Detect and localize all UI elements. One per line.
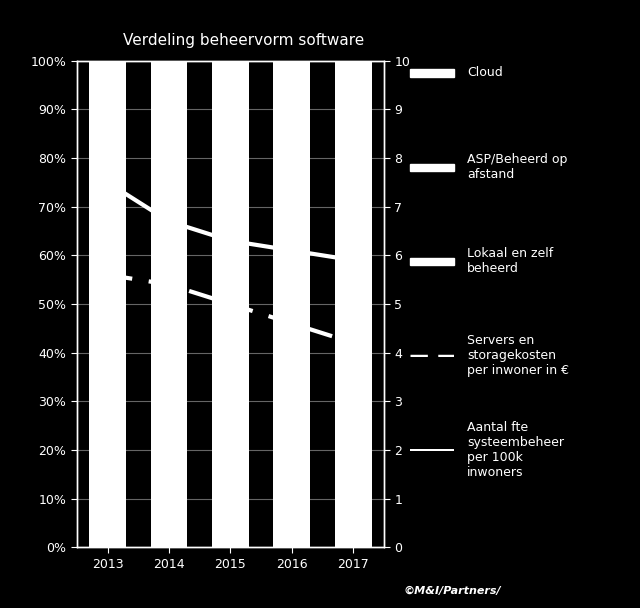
- Text: Lokaal en zelf
beheerd: Lokaal en zelf beheerd: [467, 247, 554, 275]
- Text: Cloud: Cloud: [467, 66, 503, 80]
- Text: Aantal fte
systeembeheer
per 100k
inwoners: Aantal fte systeembeheer per 100k inwone…: [467, 421, 564, 479]
- Bar: [335, 61, 372, 547]
- Text: ©M&I/Partners/: ©M&I/Partners/: [403, 586, 501, 596]
- Bar: [150, 61, 188, 547]
- Bar: [273, 61, 310, 547]
- Text: Servers en
storagekosten
per inwoner in €: Servers en storagekosten per inwoner in …: [467, 334, 569, 377]
- Bar: [212, 61, 249, 547]
- Text: ASP/Beheerd op
afstand: ASP/Beheerd op afstand: [467, 153, 568, 181]
- Bar: [89, 61, 126, 547]
- Text: Verdeling beheervorm software: Verdeling beheervorm software: [123, 33, 364, 49]
